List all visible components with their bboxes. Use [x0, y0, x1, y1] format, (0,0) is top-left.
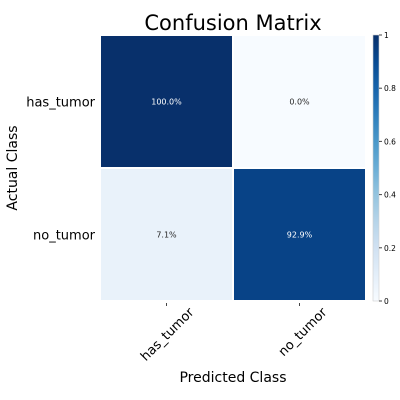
- cell-value-label: 7.1%: [156, 231, 177, 240]
- heatmap-cell: [99, 34, 234, 169]
- colorbar-tick-label: 1: [384, 31, 389, 40]
- x-tick-label: no_tumor: [276, 305, 331, 360]
- cell-value-label: 100.0%: [151, 98, 182, 107]
- x-tick-label: has_tumor: [138, 305, 198, 365]
- colorbar-tick-label: 0.2: [384, 244, 396, 253]
- heatmap-cells: 100.0% 0.0% 7.1% 92.9%: [99, 34, 367, 302]
- cell-value-label: 0.0%: [289, 98, 310, 107]
- y-tick-label: no_tumor: [33, 229, 96, 244]
- heatmap-cell: [99, 167, 234, 302]
- colorbar-tick-label: 0.8: [384, 84, 396, 93]
- y-tick-label: has_tumor: [26, 96, 95, 111]
- heatmap-cell: [232, 34, 367, 169]
- chart-title: Confusion Matrix: [144, 11, 321, 35]
- x-tick-labels: has_tumor no_tumor: [138, 303, 331, 364]
- colorbar-tick-label: 0: [384, 297, 389, 306]
- y-tick-labels: has_tumor no_tumor: [26, 96, 95, 244]
- heatmap-cell: [232, 167, 367, 302]
- colorbar-tick-label: 0.4: [384, 191, 396, 200]
- cell-value-label: 92.9%: [287, 231, 313, 240]
- colorbar: 0 0.2 0.4 0.6 0.8 1: [372, 31, 396, 306]
- y-axis-label: Actual Class: [5, 125, 21, 210]
- colorbar-tick-label: 0.6: [384, 137, 396, 146]
- colorbar-gradient: [372, 34, 380, 302]
- x-axis-label: Predicted Class: [179, 370, 286, 386]
